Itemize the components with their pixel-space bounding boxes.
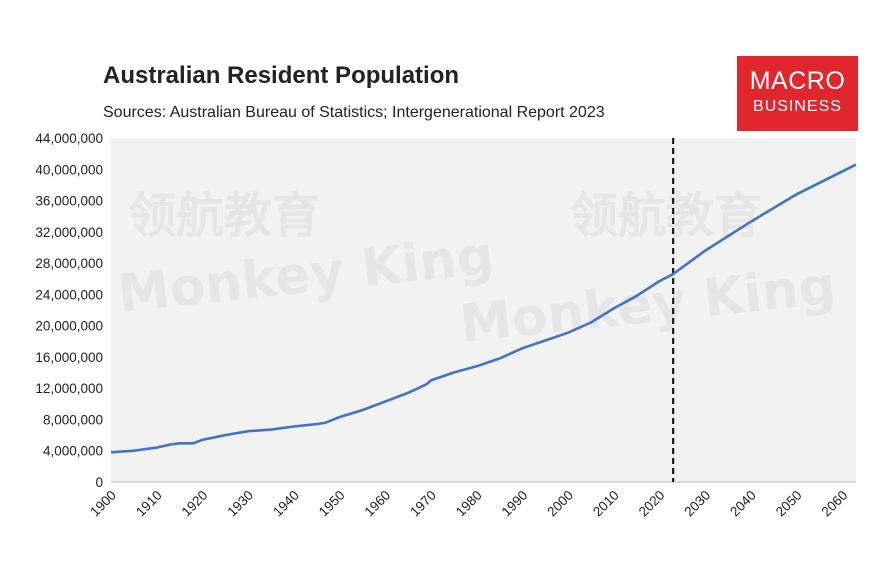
y-tick-label: 36,000,000	[35, 194, 103, 209]
x-tick-label: 2050	[773, 488, 805, 520]
x-tick-label: 1960	[362, 488, 394, 520]
x-tick-label: 1980	[453, 488, 485, 520]
y-tick-label: 20,000,000	[35, 319, 103, 334]
x-tick-label: 1920	[179, 488, 211, 520]
y-tick-label: 28,000,000	[35, 256, 103, 271]
x-tick-label: 2000	[544, 488, 576, 520]
chart-subtitle: Sources: Australian Bureau of Statistics…	[103, 104, 605, 121]
x-tick-label: 1970	[407, 488, 439, 520]
logo-line-1: MACRO	[749, 67, 846, 95]
x-tick-label: 1950	[316, 488, 348, 520]
x-tick-label: 2010	[590, 488, 622, 520]
chart-title: Australian Resident Population	[103, 62, 460, 89]
macro-business-logo: MACRO BUSINESS	[737, 56, 858, 131]
x-tick-label: 2060	[819, 488, 851, 520]
y-tick-label: 8,000,000	[43, 412, 103, 427]
y-tick-label: 40,000,000	[35, 162, 103, 177]
y-tick-label: 44,000,000	[35, 131, 103, 146]
y-axis-ticks: 0 4,000,000 8,000,000 12,000,000 16,000,000 2…	[35, 131, 103, 490]
watermark-cjk-left: 领航教育	[128, 188, 320, 244]
y-tick-label: 0	[95, 475, 103, 490]
x-tick-label: 2020	[636, 488, 668, 520]
y-tick-label: 16,000,000	[35, 350, 103, 365]
series-line-population	[110, 163, 857, 454]
x-axis-ticks: 1900 1910 1920 1930 1940 1950 1960 1970 1980 1990…	[87, 488, 850, 520]
y-tick-label: 24,000,000	[35, 287, 103, 302]
logo-line-2: BUSINESS	[753, 98, 842, 115]
x-tick-label: 2040	[727, 488, 759, 520]
x-tick-label: 1990	[499, 488, 531, 520]
y-tick-label: 12,000,000	[35, 381, 103, 396]
plot-area	[111, 138, 856, 482]
x-tick-label: 1930	[224, 488, 256, 520]
x-tick-label: 2030	[681, 488, 713, 520]
x-tick-label: 1940	[270, 488, 302, 520]
y-tick-label: 32,000,000	[35, 225, 103, 240]
watermark-cjk-right: 领航教育	[570, 188, 762, 244]
x-tick-label: 1900	[87, 488, 119, 520]
x-tick-label: 1910	[133, 488, 165, 520]
y-tick-label: 4,000,000	[43, 444, 103, 459]
